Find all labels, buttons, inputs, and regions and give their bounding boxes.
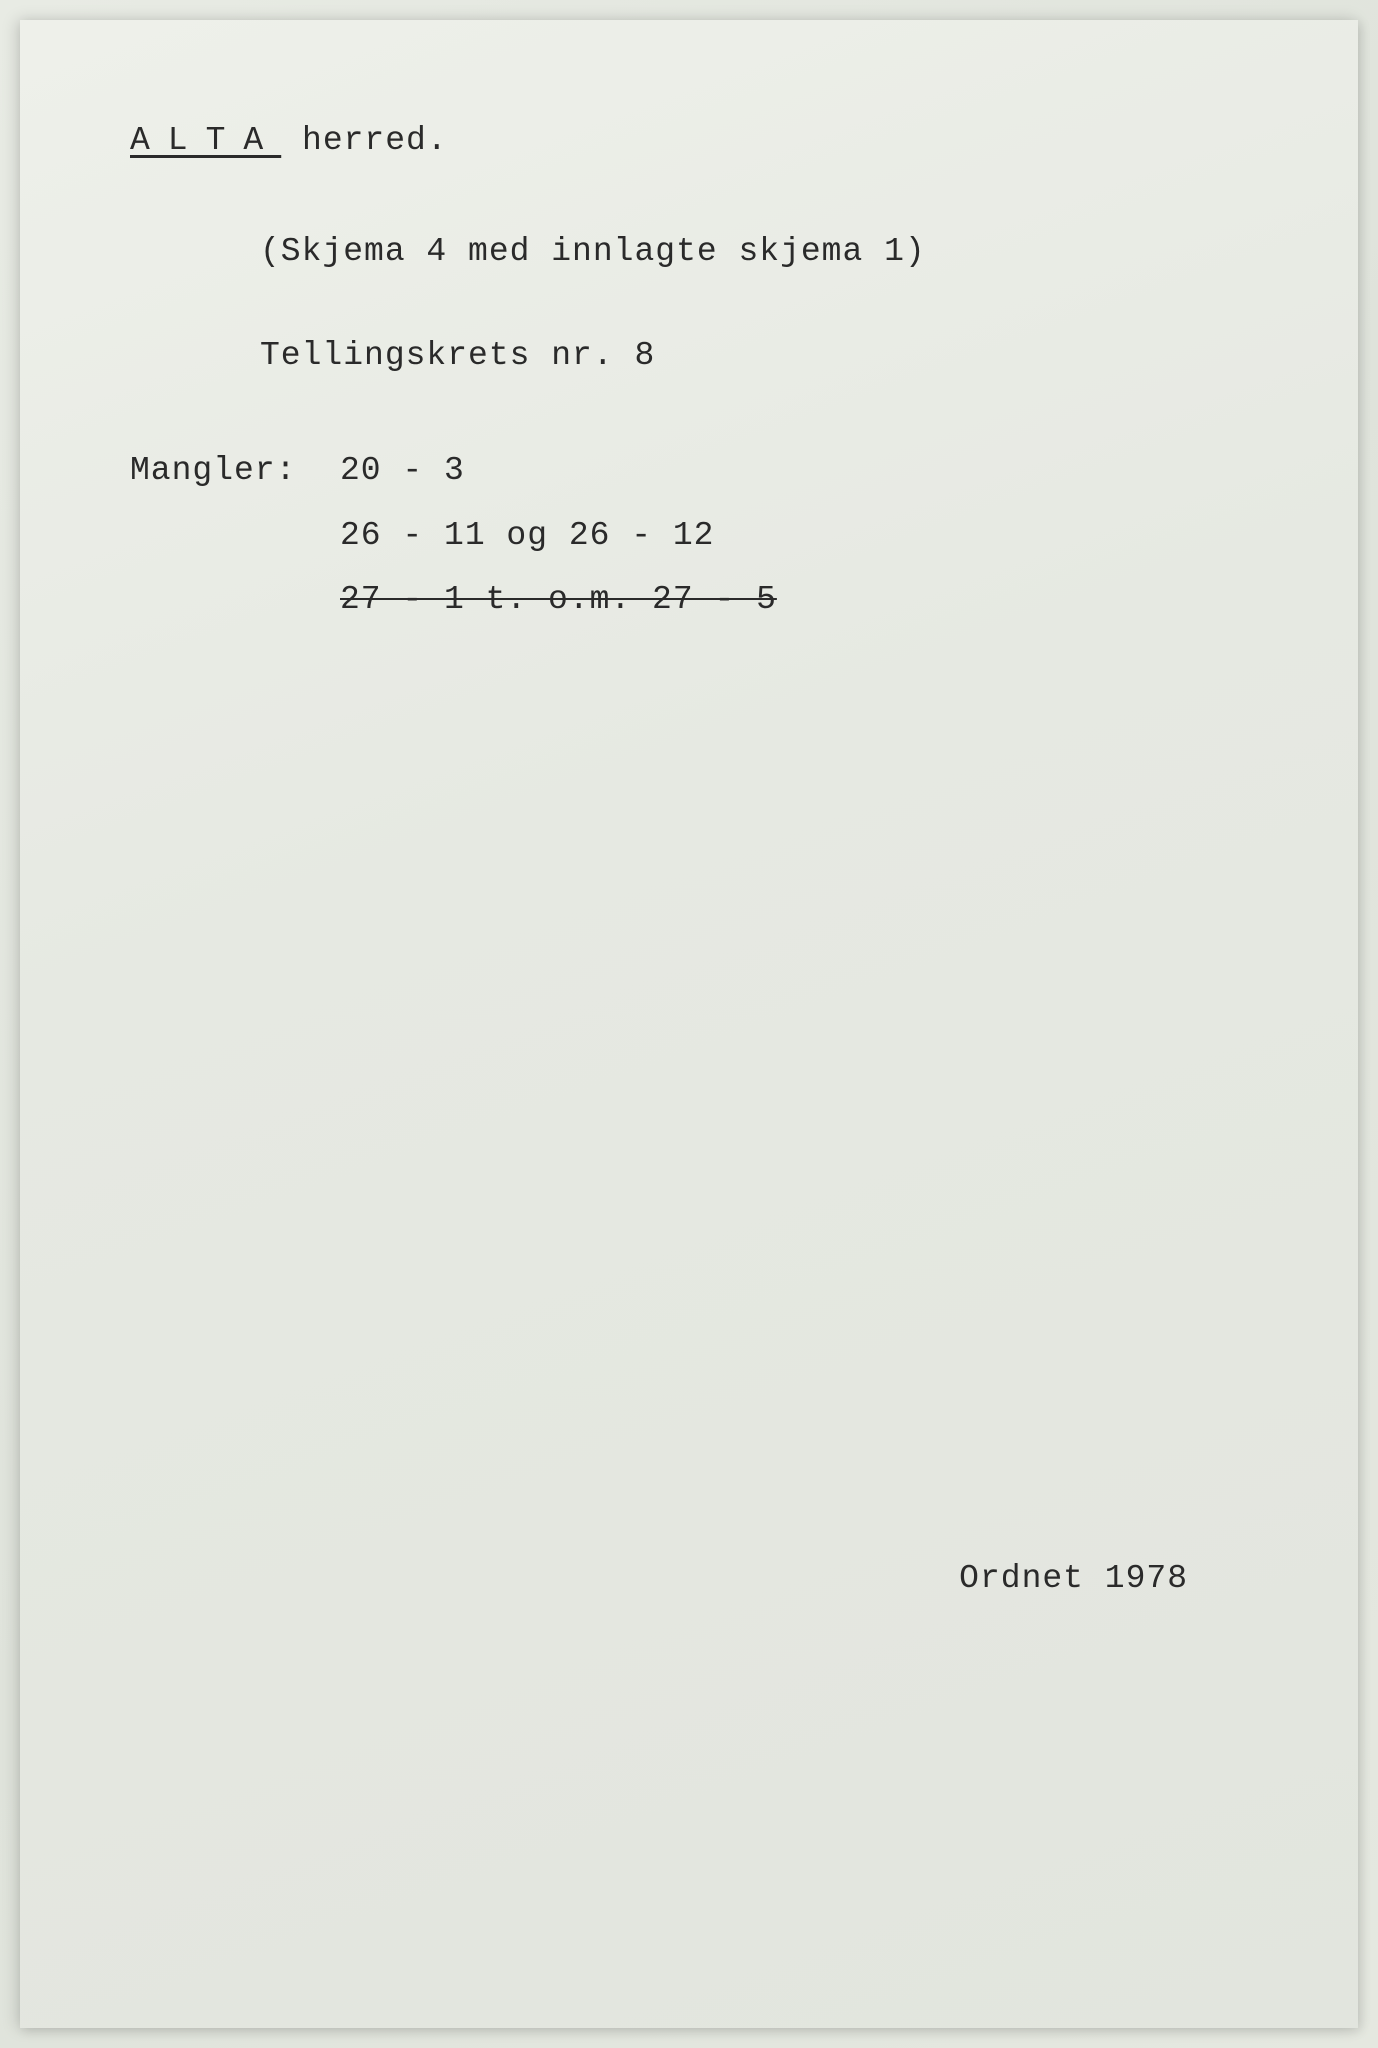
telling-line: Tellingskrets nr. 8 — [130, 325, 1288, 388]
title-line: ALTA herred. — [130, 110, 1288, 173]
title-rest: herred. — [281, 122, 447, 159]
mangler-values: 20 - 3 26 - 11 og 26 - 12 27 - 1 t. o.m.… — [340, 440, 1288, 634]
mangler-line-2: 26 - 11 og 26 - 12 — [340, 505, 1288, 568]
mangler-line-3-struck: 27 - 1 t. o.m. 27 - 5 — [340, 569, 1288, 632]
mangler-label: Mangler: — [130, 440, 340, 634]
title-underlined: ALTA — [130, 122, 281, 159]
footer-text: Ordnet 1978 — [959, 1560, 1188, 1597]
mangler-block: Mangler: 20 - 3 26 - 11 og 26 - 12 27 - … — [130, 440, 1288, 634]
mangler-line-1: 20 - 3 — [340, 440, 1288, 503]
subtitle: (Skjema 4 med innlagte skjema 1) — [130, 221, 1288, 284]
document-content: ALTA herred. (Skjema 4 med innlagte skje… — [20, 20, 1358, 634]
document-page: ALTA herred. (Skjema 4 med innlagte skje… — [20, 20, 1358, 2028]
